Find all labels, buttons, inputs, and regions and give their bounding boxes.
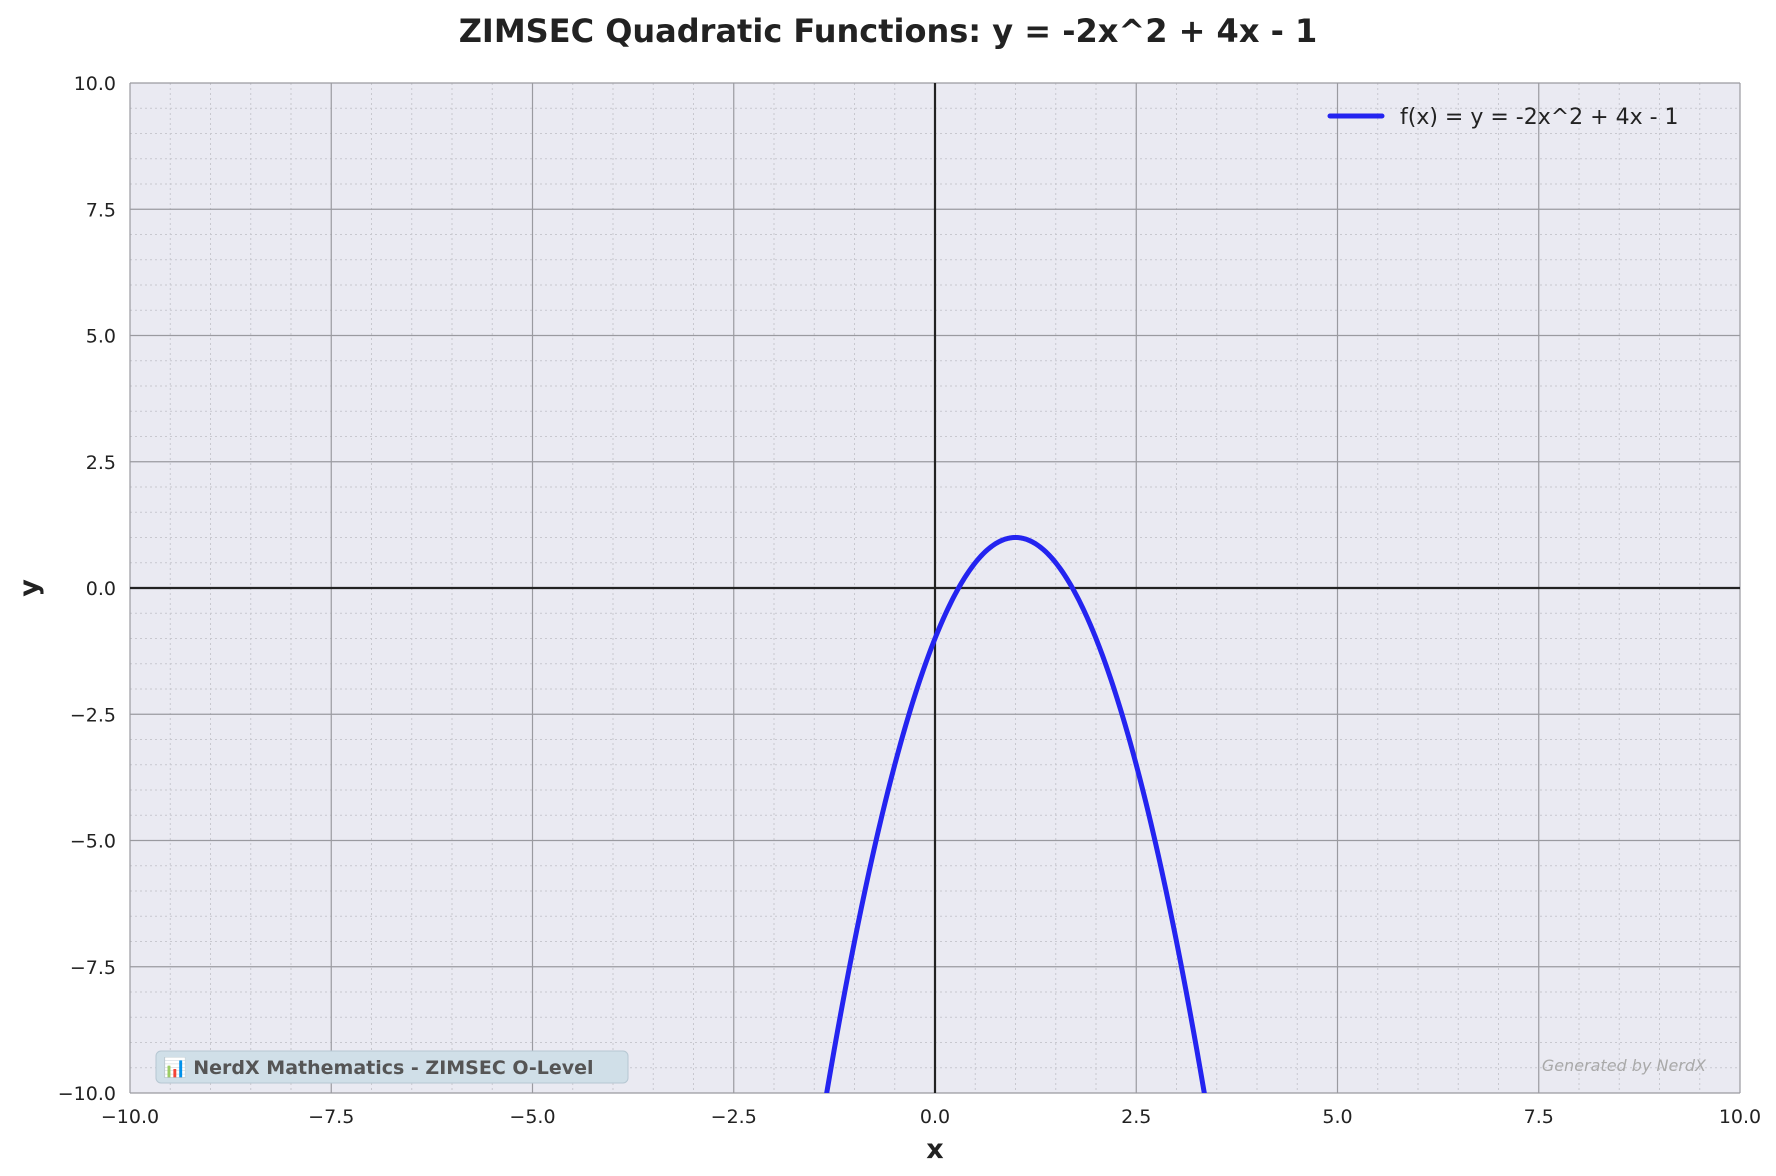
y-axis-label: y [14, 579, 45, 597]
legend-label: f(x) = y = -2x^2 + 4x - 1 [1400, 105, 1679, 130]
x-tick-label: −2.5 [711, 1106, 757, 1128]
x-tick-label: −5.0 [509, 1106, 555, 1128]
chart-title: ZIMSEC Quadratic Functions: y = -2x^2 + … [459, 12, 1318, 50]
y-tick-label: −10.0 [58, 1083, 116, 1105]
x-tick-label: 2.5 [1121, 1106, 1151, 1128]
badge: 📊 NerdX Mathematics - ZIMSEC O-Level [155, 1050, 629, 1084]
y-tick-label: 7.5 [86, 199, 116, 221]
y-tick-label: 10.0 [74, 73, 116, 95]
y-tick-label: 0.0 [86, 578, 116, 600]
y-tick-label: −2.5 [70, 704, 116, 726]
x-tick-label: 5.0 [1322, 1106, 1352, 1128]
legend: f(x) = y = -2x^2 + 4x - 1 [1327, 105, 1679, 130]
badge-text: 📊 NerdX Mathematics - ZIMSEC O-Level [163, 1056, 594, 1079]
x-axis-label: x [926, 1134, 943, 1165]
x-tick-label: 10.0 [1719, 1106, 1761, 1128]
y-tick-label: 2.5 [86, 452, 116, 474]
credit-text: Generated by NerdX [1542, 1056, 1707, 1075]
series-line-quadratic [824, 535, 1207, 1093]
y-tick-labels: −10.0 −7.5 −5.0 −2.5 0.0 2.5 5.0 7.5 10.0 [58, 73, 116, 1105]
x-tick-label: 0.0 [920, 1106, 950, 1128]
x-tick-label: −10.0 [101, 1106, 159, 1128]
x-tick-label: 7.5 [1524, 1106, 1554, 1128]
y-tick-label: −5.0 [70, 831, 116, 853]
y-tick-label: 5.0 [86, 326, 116, 348]
y-tick-label: −7.5 [70, 957, 116, 979]
x-tick-labels: −10.0 −7.5 −5.0 −2.5 0.0 2.5 5.0 7.5 10.0 [101, 1106, 1761, 1128]
x-tick-label: −7.5 [308, 1106, 354, 1128]
badge-background [155, 1050, 629, 1084]
